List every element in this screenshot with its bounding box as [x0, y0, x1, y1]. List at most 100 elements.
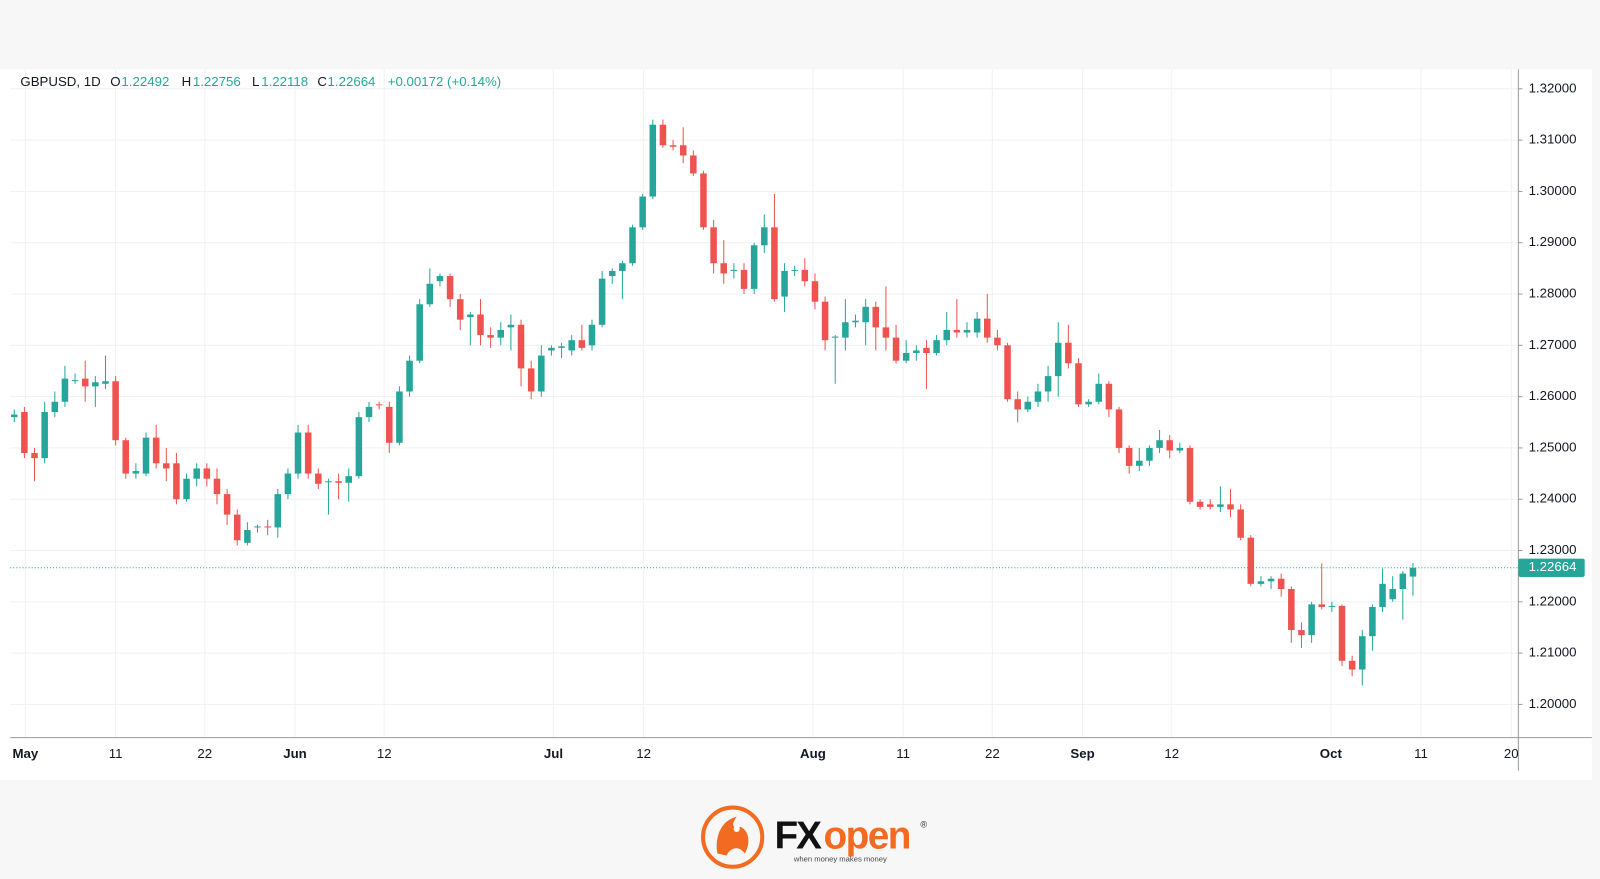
candle-body [730, 269, 738, 271]
candle-body [862, 306, 869, 323]
candle-body [325, 481, 332, 483]
x-tick-label: 12 [1164, 746, 1179, 761]
candle-body [1217, 504, 1224, 507]
x-tick-label: 22 [197, 746, 212, 761]
low-value: 1.22118 [261, 74, 308, 89]
candle-body [456, 299, 464, 320]
candle-body [740, 269, 748, 289]
x-tick-label: Oct [1320, 746, 1343, 761]
candle-body [375, 404, 383, 406]
logo-eye [733, 825, 740, 833]
candle-body [1257, 581, 1265, 584]
candle-body [365, 406, 373, 418]
candle-body [1095, 383, 1103, 402]
candle-body [1125, 447, 1133, 466]
candle-body [112, 381, 119, 441]
x-tick-label: Jul [544, 746, 563, 761]
candle-body [629, 227, 636, 264]
candle-body [963, 329, 971, 333]
candle-body [1247, 537, 1255, 584]
candle-body [923, 347, 930, 354]
legend-header: GBPUSD, 1D O 1.22492 H 1.22756 L 1.22118… [20, 74, 501, 89]
candles [10, 119, 1519, 686]
high-prefix: H [182, 74, 192, 89]
y-tick-label: 1.21000 [1529, 645, 1577, 660]
candle-body [1359, 636, 1366, 670]
y-tick-label: 1.22000 [1529, 593, 1577, 608]
x-tick-label: 12 [636, 746, 651, 761]
candle-body [1298, 630, 1305, 636]
chart-panel [0, 69, 1592, 780]
candle-body [264, 526, 271, 528]
logo-suffix: open [823, 814, 909, 857]
candle-body [477, 314, 484, 336]
x-tick-label: May [13, 746, 39, 761]
y-tick-label: 1.30000 [1529, 183, 1577, 198]
y-tick-label: 1.25000 [1529, 439, 1577, 454]
candle-body [527, 368, 535, 392]
candle-body [81, 378, 89, 387]
candle-body [842, 322, 849, 338]
low-prefix: L [252, 74, 259, 89]
candle-body [649, 124, 657, 197]
candle-body [507, 324, 515, 328]
candle-body [274, 494, 282, 528]
candle-body [426, 283, 434, 305]
candle-body [294, 432, 302, 474]
candle-body [335, 481, 342, 483]
candle-body [71, 380, 79, 382]
close-prefix: C [317, 74, 327, 89]
candle-body [1389, 588, 1396, 600]
logo-prefix: FX [774, 814, 822, 857]
candle-body [1044, 376, 1052, 392]
candle-body [183, 478, 190, 500]
candle-body [1277, 578, 1285, 589]
candle-body [984, 318, 991, 338]
candle-body [1237, 509, 1244, 538]
candle-body [578, 340, 586, 348]
change: +0.00172 (+0.14%) [388, 74, 501, 89]
candle-body [1379, 583, 1386, 607]
candle-body [608, 270, 616, 277]
candle-body [1176, 447, 1184, 451]
candle-body [21, 412, 28, 454]
candle-body [1075, 363, 1082, 405]
candle-body [1196, 501, 1204, 507]
candle-body [892, 337, 900, 361]
candle-body [1085, 401, 1092, 405]
candle-body [750, 245, 758, 289]
candle-body [1267, 578, 1275, 582]
y-tick-label: 1.27000 [1529, 337, 1577, 352]
candle-body [132, 470, 140, 474]
candle-body [92, 382, 99, 387]
candle-body [1034, 391, 1042, 402]
candle-body [1399, 573, 1407, 589]
candle-body [1156, 440, 1163, 448]
logo-emblem [716, 816, 749, 856]
candle-body [690, 155, 697, 174]
candle-body [487, 335, 494, 338]
candle-body [1024, 401, 1032, 410]
x-tick-label: Sep [1070, 746, 1094, 761]
candle-body [882, 327, 890, 338]
close-value: 1.22664 [328, 74, 376, 89]
candle-body [791, 269, 798, 271]
candle-body [61, 378, 69, 402]
x-tick-label: 11 [896, 746, 910, 761]
candle-body [1166, 440, 1173, 451]
candle-body [801, 269, 809, 282]
candle-body [193, 468, 200, 479]
candle-body [659, 124, 667, 146]
x-tick-label: Jun [283, 746, 307, 761]
candle-body [1308, 604, 1315, 636]
candle-body [315, 473, 322, 484]
candle-body [244, 529, 251, 543]
x-tick-label: Aug [800, 746, 826, 761]
candle-body [10, 414, 18, 418]
candle-body [588, 324, 596, 346]
last-price-box [1518, 558, 1585, 577]
candle-body [1206, 504, 1214, 507]
candle-body [406, 360, 413, 392]
